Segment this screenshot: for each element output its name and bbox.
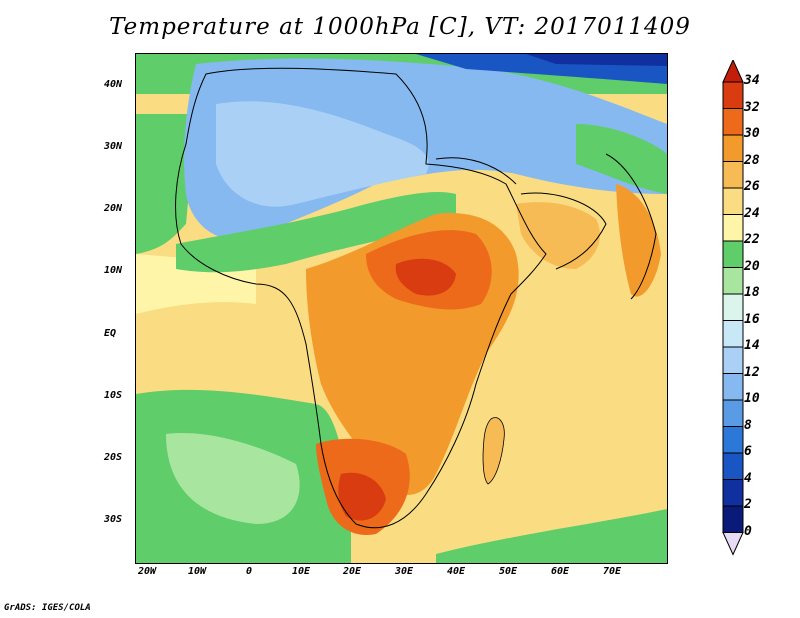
lat-tick-label: 10S	[104, 390, 123, 401]
colorbar-tick-label: 30	[744, 126, 760, 141]
lon-tick-label: 30E	[394, 566, 414, 577]
lon-tick-label: 0	[245, 566, 253, 577]
sahel-green-band	[176, 192, 456, 273]
lat-tick-label: 20N	[104, 203, 123, 214]
colorbar-box	[722, 505, 744, 533]
colorbar-box	[722, 479, 744, 507]
colorbar-tick-label: 10	[744, 391, 760, 406]
east-africa-hottest-zone	[395, 258, 456, 296]
colorbar-tick-label: 18	[744, 285, 760, 300]
colorbar-tick-label: 6	[744, 444, 752, 459]
lon-tick-label: 40E	[446, 566, 466, 577]
colorbar-box	[722, 240, 744, 268]
colorbar-tick-label: 26	[744, 179, 760, 194]
credit-footer: GrADS: IGES/COLA	[4, 603, 91, 613]
southern-africa-hottest-zone	[338, 472, 386, 521]
colorbar	[722, 60, 744, 556]
lon-tick-label: 50E	[498, 566, 518, 577]
africa-coastline	[175, 67, 547, 529]
lat-tick-label: 30N	[104, 141, 123, 152]
india-coastline	[605, 153, 657, 300]
colorbar-box	[722, 320, 744, 348]
europe-coldest-zone	[526, 54, 667, 66]
lat-tick-label: 40N	[104, 79, 123, 90]
map-svg	[136, 54, 667, 563]
colorbar-underflow-triangle	[722, 532, 744, 556]
colorbar-box	[722, 346, 744, 374]
lat-tick-label: 10N	[104, 265, 123, 276]
madagascar	[482, 417, 505, 485]
colorbar-box	[722, 267, 744, 295]
colorbar-tick-label: 2	[744, 497, 752, 512]
arabia-warm	[516, 202, 600, 269]
south-atlantic-cooler-zone	[166, 433, 300, 524]
colorbar-box	[722, 161, 744, 189]
lat-tick-label: 20S	[104, 452, 123, 463]
lon-tick-label: 10W	[187, 566, 207, 577]
colorbar-overflow-triangle	[722, 60, 744, 83]
north-atlantic-green	[136, 114, 196, 254]
colorbar-box	[722, 293, 744, 321]
colorbar-box	[722, 373, 744, 401]
colorbar-tick-label: 34	[744, 73, 760, 88]
colorbar-tick-label: 8	[744, 417, 752, 433]
colorbar-tick-label: 28	[744, 152, 760, 168]
colorbar-tick-label: 24	[744, 205, 760, 221]
lon-tick-label: 10E	[291, 566, 311, 577]
india-warm	[616, 184, 661, 297]
colorbar-tick-label: 22	[744, 232, 760, 247]
sahara-cool-interior	[216, 101, 429, 207]
lon-tick-label: 20W	[137, 566, 157, 577]
colorbar-box	[722, 108, 744, 136]
lon-tick-label: 70E	[602, 566, 622, 577]
colorbar-box	[722, 452, 744, 480]
colorbar-tick-label: 0	[744, 523, 752, 539]
colorbar-box	[722, 399, 744, 427]
colorbar-box	[722, 214, 744, 242]
indian-ocean-south-band	[436, 509, 667, 563]
lat-tick-label: EQ	[104, 328, 117, 339]
colorbar-box	[722, 134, 744, 162]
colorbar-tick-label: 14	[744, 338, 760, 353]
colorbar-tick-label: 16	[744, 311, 760, 327]
lat-tick-label: 30S	[104, 514, 123, 525]
colorbar-box	[722, 81, 744, 109]
temperature-map	[135, 53, 668, 564]
colorbar-boxes	[722, 60, 744, 556]
arabia-coastline	[435, 157, 607, 270]
colorbar-tick-label: 4	[744, 470, 752, 486]
colorbar-box	[722, 426, 744, 454]
colorbar-box	[722, 187, 744, 215]
chart-title: Temperature at 1000hPa [C], VT: 20170114…	[109, 14, 691, 40]
colorbar-tick-label: 20	[744, 258, 760, 274]
lon-tick-label: 60E	[550, 566, 570, 577]
colorbar-tick-label: 12	[744, 364, 760, 380]
lon-tick-label: 20E	[342, 566, 362, 577]
colorbar-tick-label: 32	[744, 99, 760, 115]
middle-east-green	[576, 124, 667, 194]
